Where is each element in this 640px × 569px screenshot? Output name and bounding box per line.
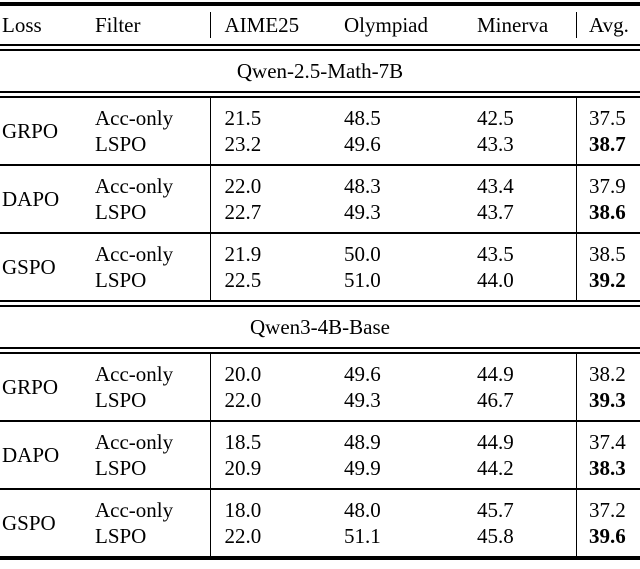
filter-value: LSPO (95, 388, 147, 412)
filter-value: Acc-only (95, 430, 174, 454)
loss-block-gspo: GSPO Acc-only LSPO 18.0 22.0 48.0 51.1 4… (0, 488, 640, 556)
loss-label: GSPO (2, 511, 56, 535)
aime25-value: 22.0 (224, 174, 262, 198)
loss-block-dapo: DAPO Acc-only LSPO 22.0 22.7 48.3 49.3 4… (0, 164, 640, 232)
aime25-value: 22.7 (224, 200, 262, 224)
filter-value: Acc-only (95, 174, 174, 198)
loss-label: GRPO (2, 375, 59, 399)
olympiad-value: 49.3 (344, 388, 381, 412)
double-rule (0, 300, 640, 307)
filter-value: LSPO (95, 132, 147, 156)
loss-block-gspo: GSPO Acc-only LSPO 21.9 22.5 50.0 51.0 4… (0, 232, 640, 300)
minerva-value: 46.7 (477, 388, 514, 412)
section-title: Qwen-2.5-Math-7B (236, 59, 404, 83)
olympiad-value: 48.3 (344, 174, 381, 198)
section-title: Qwen3-4B-Base (250, 315, 390, 339)
aime25-value: 23.2 (224, 132, 262, 156)
minerva-value: 44.2 (477, 456, 514, 480)
filter-value: LSPO (95, 524, 147, 548)
table-top-rule (0, 2, 640, 6)
olympiad-value: 49.6 (344, 362, 381, 386)
avg-value: 38.2 (589, 362, 626, 386)
filter-value: LSPO (95, 456, 147, 480)
minerva-value: 43.4 (477, 174, 514, 198)
olympiad-value: 51.0 (344, 268, 381, 292)
header-filter: Filter (95, 13, 141, 37)
avg-value: 37.2 (589, 498, 626, 522)
filter-value: LSPO (95, 200, 147, 224)
minerva-value: 43.3 (477, 132, 514, 156)
header-loss: Loss (2, 13, 42, 37)
minerva-value: 43.7 (477, 200, 514, 224)
olympiad-value: 49.9 (344, 456, 381, 480)
loss-block-dapo: DAPO Acc-only LSPO 18.5 20.9 48.9 49.9 4… (0, 420, 640, 488)
loss-label: DAPO (2, 443, 60, 467)
minerva-value: 43.5 (477, 242, 514, 266)
avg-value: 39.2 (589, 268, 626, 292)
olympiad-value: 48.9 (344, 430, 381, 454)
loss-block-grpo: GRPO Acc-only LSPO 21.5 23.2 48.5 49.6 4… (0, 98, 640, 164)
header-minerva: Minerva (477, 13, 549, 37)
filter-value: LSPO (95, 268, 147, 292)
minerva-value: 44.0 (477, 268, 514, 292)
avg-value: 38.7 (589, 132, 626, 156)
avg-value: 37.9 (589, 174, 626, 198)
avg-value: 38.3 (589, 456, 626, 480)
avg-value: 37.5 (589, 106, 626, 130)
loss-label: DAPO (2, 187, 60, 211)
minerva-value: 44.9 (477, 362, 514, 386)
avg-value: 37.4 (589, 430, 626, 454)
olympiad-value: 50.0 (344, 242, 381, 266)
avg-value: 39.6 (589, 524, 626, 548)
double-rule (0, 91, 640, 98)
loss-block-grpo: GRPO Acc-only LSPO 20.0 22.0 49.6 49.3 4… (0, 354, 640, 420)
double-rule (0, 347, 640, 354)
header-avg: Avg. (576, 12, 640, 38)
filter-value: Acc-only (95, 498, 174, 522)
olympiad-value: 48.0 (344, 498, 381, 522)
header-aime25: AIME25 (210, 12, 342, 38)
aime25-value: 20.0 (224, 362, 262, 386)
olympiad-value: 49.3 (344, 200, 381, 224)
olympiad-value: 51.1 (344, 524, 381, 548)
loss-label: GSPO (2, 255, 56, 279)
aime25-value: 18.0 (224, 498, 262, 522)
aime25-value: 21.5 (224, 106, 262, 130)
avg-value: 39.3 (589, 388, 626, 412)
aime25-value: 21.9 (224, 242, 262, 266)
aime25-value: 22.0 (224, 524, 262, 548)
loss-label: GRPO (2, 119, 59, 143)
aime25-value: 20.9 (224, 456, 262, 480)
filter-value: Acc-only (95, 362, 174, 386)
table-bottom-rule (0, 556, 640, 560)
table-header: Loss Filter AIME25 Olympiad Minerva Avg. (0, 6, 640, 44)
minerva-value: 44.9 (477, 430, 514, 454)
aime25-value: 18.5 (224, 430, 262, 454)
aime25-value: 22.5 (224, 268, 262, 292)
filter-value: Acc-only (95, 106, 174, 130)
olympiad-value: 48.5 (344, 106, 381, 130)
filter-value: Acc-only (95, 242, 174, 266)
minerva-value: 45.7 (477, 498, 514, 522)
minerva-value: 42.5 (477, 106, 514, 130)
avg-value: 38.6 (589, 200, 626, 224)
double-rule (0, 44, 640, 51)
olympiad-value: 49.6 (344, 132, 381, 156)
header-olympiad: Olympiad (344, 13, 428, 37)
avg-value: 38.5 (589, 242, 626, 266)
aime25-value: 22.0 (224, 388, 262, 412)
minerva-value: 45.8 (477, 524, 514, 548)
